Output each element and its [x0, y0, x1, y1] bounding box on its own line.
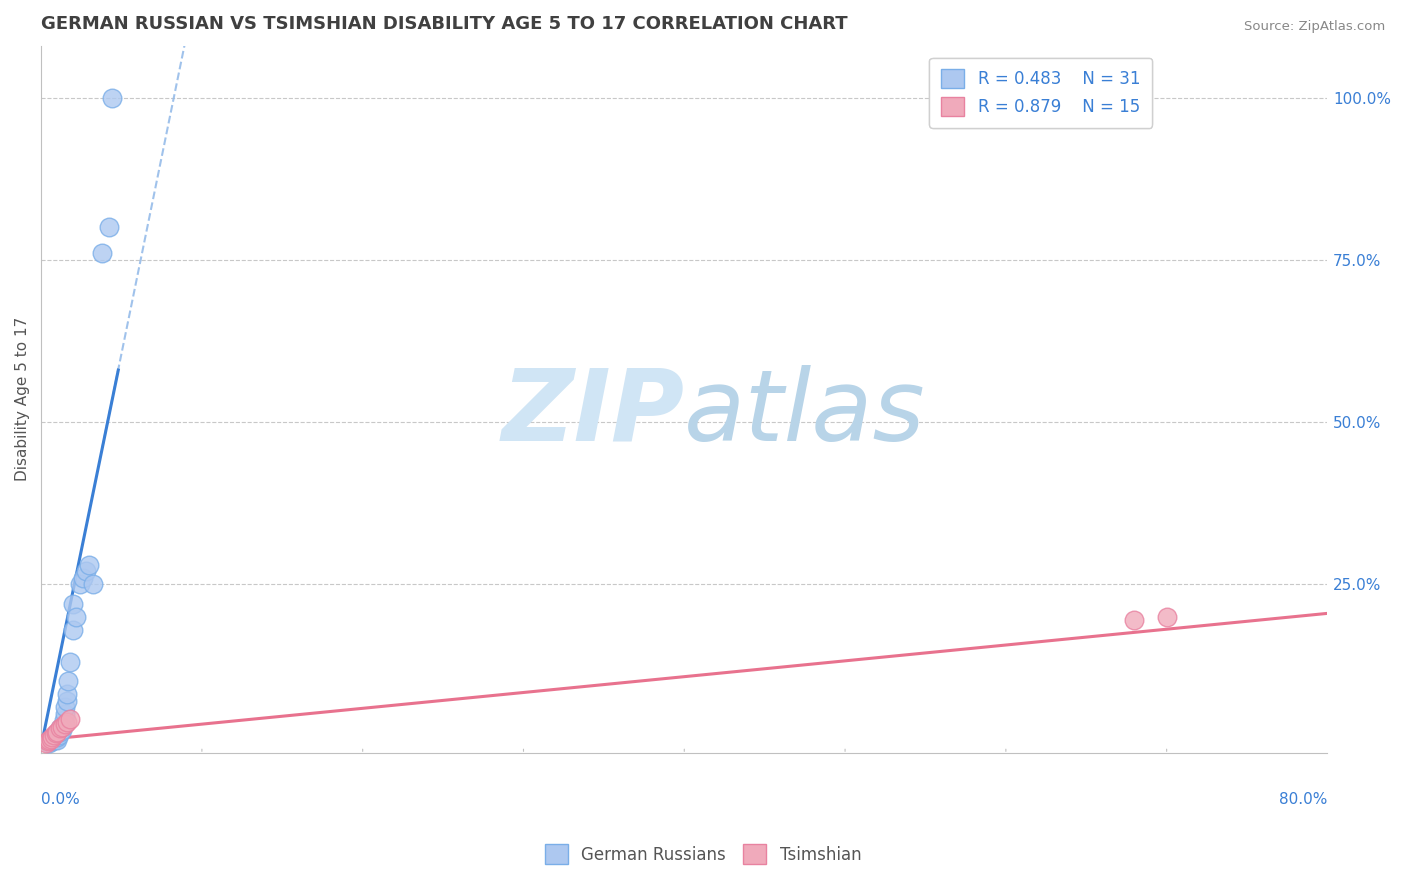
- Point: [65, 609, 87, 624]
- Point: [62, 623, 84, 637]
- Point: [75, 564, 97, 578]
- Point: [49, 725, 72, 739]
- Point: [72, 571, 94, 585]
- Y-axis label: Disability Age 5 to 17: Disability Age 5 to 17: [15, 318, 30, 482]
- Text: atlas: atlas: [685, 365, 927, 462]
- Point: [42, 728, 65, 742]
- Point: [49, 721, 72, 735]
- Point: [101, 90, 124, 104]
- Point: [62, 597, 84, 611]
- Point: [56, 694, 79, 708]
- Point: [51, 720, 73, 734]
- Point: [49, 721, 72, 735]
- Point: [38, 732, 60, 747]
- Point: [82, 577, 104, 591]
- Point: [35, 736, 58, 750]
- Point: [46, 730, 69, 744]
- Text: 80.0%: 80.0%: [1279, 792, 1327, 806]
- Text: GERMAN RUSSIAN VS TSIMSHIAN DISABILITY AGE 5 TO 17 CORRELATION CHART: GERMAN RUSSIAN VS TSIMSHIAN DISABILITY A…: [41, 15, 848, 33]
- Point: [69, 577, 91, 591]
- Point: [42, 732, 65, 747]
- Point: [52, 714, 75, 728]
- Legend: R = 0.483    N = 31, R = 0.879    N = 15: R = 0.483 N = 31, R = 0.879 N = 15: [929, 58, 1152, 128]
- Point: [56, 714, 79, 729]
- Text: ZIP: ZIP: [502, 365, 685, 462]
- Point: [79, 558, 101, 572]
- Point: [38, 736, 60, 750]
- Point: [59, 655, 82, 669]
- Point: [46, 725, 69, 739]
- Point: [41, 734, 63, 748]
- Point: [48, 728, 70, 742]
- Point: [1123, 613, 1146, 627]
- Point: [91, 246, 114, 260]
- Legend: German Russians, Tsimshian: German Russians, Tsimshian: [538, 838, 868, 871]
- Point: [45, 731, 67, 746]
- Point: [37, 734, 59, 748]
- Point: [51, 723, 73, 738]
- Point: [97, 220, 120, 235]
- Point: [58, 674, 80, 689]
- Point: [45, 726, 67, 740]
- Point: [46, 732, 69, 747]
- Point: [46, 726, 69, 740]
- Point: [56, 688, 79, 702]
- Point: [1156, 609, 1178, 624]
- Point: [59, 712, 82, 726]
- Text: 0.0%: 0.0%: [41, 792, 80, 806]
- Point: [39, 731, 62, 746]
- Text: Source: ZipAtlas.com: Source: ZipAtlas.com: [1244, 20, 1385, 33]
- Point: [53, 716, 76, 731]
- Point: [41, 730, 63, 744]
- Point: [53, 706, 76, 721]
- Point: [51, 720, 73, 734]
- Point: [53, 700, 76, 714]
- Point: [52, 716, 75, 731]
